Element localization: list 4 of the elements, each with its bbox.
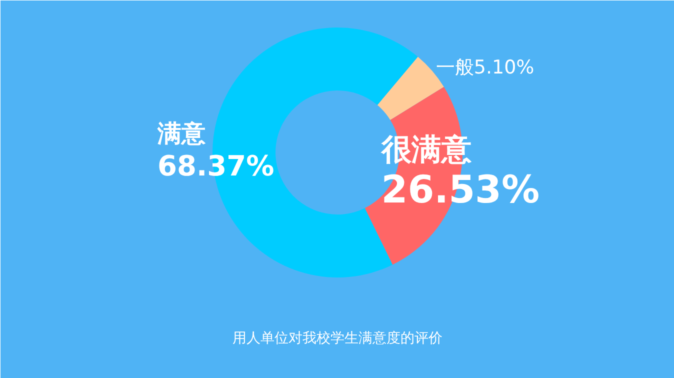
- data-label: 68.37%: [158, 150, 274, 182]
- slice-label: 一般5.10%: [436, 56, 534, 79]
- slice-label: 满意: [156, 120, 206, 148]
- text: 用人单位对我校学生满意度的评价: [232, 330, 442, 346]
